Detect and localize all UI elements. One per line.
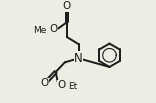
Text: O: O <box>58 80 66 90</box>
Text: Et: Et <box>68 82 77 91</box>
Text: O: O <box>63 1 71 11</box>
Text: Me: Me <box>33 26 46 35</box>
Text: N: N <box>74 52 83 65</box>
Text: O: O <box>40 78 49 88</box>
Text: O: O <box>49 24 57 34</box>
